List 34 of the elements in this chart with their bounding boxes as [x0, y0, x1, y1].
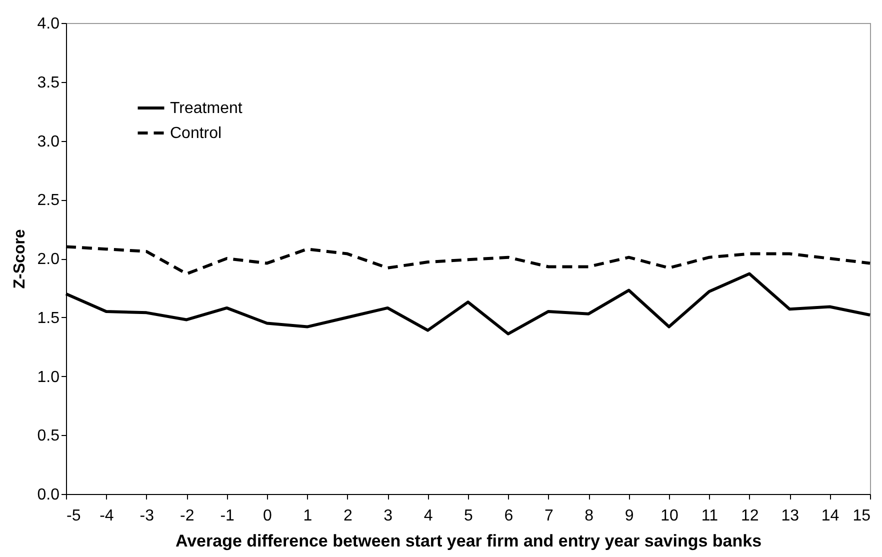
x-tick-label: 10 [660, 508, 678, 524]
x-tick-label: 11 [701, 508, 718, 524]
legend-label: Control [170, 125, 222, 142]
x-tick-label: 15 [852, 508, 871, 524]
x-tick-label: -5 [66, 508, 81, 524]
y-tick-label: 0.0 [37, 486, 60, 504]
x-axis-title: Average difference between start year firm and entry year savings banks [175, 532, 762, 550]
x-tick-label: 6 [504, 508, 514, 524]
x-tick-label: 9 [624, 508, 634, 524]
x-tick-label: 4 [424, 508, 433, 524]
legend-label: Treatment [170, 100, 243, 117]
y-tick-label: 4.0 [37, 16, 60, 32]
x-tick-label: 7 [544, 508, 554, 524]
x-tick-label: -1 [220, 508, 235, 524]
x-tick-label: 5 [464, 508, 474, 524]
x-tick-label: 1 [303, 508, 312, 524]
x-tick-label: 14 [821, 508, 840, 524]
x-tick-label: 13 [781, 508, 800, 524]
x-tick-label: 2 [343, 508, 352, 524]
x-tick-label: 8 [584, 508, 594, 524]
x-tick-label: 12 [741, 508, 759, 524]
y-tick-label: 0.5 [37, 428, 60, 445]
y-tick-label: 1.0 [37, 368, 60, 386]
y-tick-label: 3.0 [37, 133, 60, 150]
x-tick-label: 0 [263, 508, 272, 524]
x-tick-label: 3 [384, 508, 393, 524]
y-axis-title: Z-Score [11, 229, 28, 289]
x-tick-label: -2 [180, 508, 194, 524]
y-tick-label: 2.0 [37, 251, 60, 268]
y-tick-label: 1.5 [37, 310, 60, 327]
y-tick-label: 2.5 [37, 192, 60, 210]
x-tick-label: -4 [100, 508, 114, 524]
x-tick-label: -3 [140, 508, 154, 524]
y-tick-label: 3.5 [37, 74, 60, 92]
